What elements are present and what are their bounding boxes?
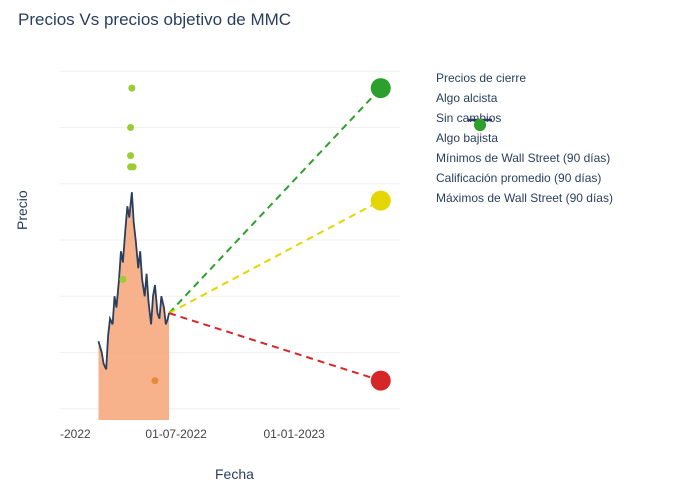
legend-item: Algo alcista <box>408 88 613 108</box>
x-axis-label: Fecha <box>215 466 254 482</box>
chart-container: Precios Vs precios objetivo de MMC Preci… <box>0 0 700 500</box>
rating-dot <box>119 276 126 283</box>
legend-swatch <box>408 111 432 125</box>
forecast-dot-low <box>371 371 391 391</box>
legend-item: Mínimos de Wall Street (90 días) <box>408 148 613 168</box>
legend-swatch <box>408 71 432 85</box>
rating-dot <box>127 152 134 159</box>
legend-swatch <box>408 151 432 165</box>
rating-dot <box>128 85 135 92</box>
legend-label: Algo bajista <box>436 131 498 145</box>
forecast-dot-avg <box>371 191 391 211</box>
legend-swatch <box>408 191 432 205</box>
legend-swatch <box>408 91 432 105</box>
rating-dot <box>127 124 134 131</box>
legend-item: Calificación promedio (90 días) <box>408 168 613 188</box>
legend-label: Mínimos de Wall Street (90 días) <box>436 151 610 165</box>
chart-plot: 14015016017018019020001-01-202201-07-202… <box>60 50 400 450</box>
legend-label: Calificación promedio (90 días) <box>436 171 601 185</box>
chart-title: Precios Vs precios objetivo de MMC <box>18 10 291 30</box>
legend-item: Precios de cierre <box>408 68 613 88</box>
forecast-line-high <box>169 88 381 313</box>
y-axis-label: Precio <box>14 190 30 230</box>
legend-label: Precios de cierre <box>436 71 526 85</box>
legend-swatch <box>408 131 432 145</box>
legend-label: Máximos de Wall Street (90 días) <box>436 191 613 205</box>
legend-swatch <box>408 171 432 185</box>
legend-item: Máximos de Wall Street (90 días) <box>408 188 613 208</box>
rating-dot <box>130 163 137 170</box>
legend: Precios de cierre Algo alcista Sin cambios… <box>408 68 613 208</box>
rating-dot <box>151 377 158 384</box>
legend-label: Algo alcista <box>436 91 497 105</box>
x-tick: 01-01-2022 <box>60 427 91 441</box>
x-tick: 01-07-2022 <box>145 427 207 441</box>
forecast-dot-high <box>371 78 391 98</box>
legend-item: Algo bajista <box>408 128 613 148</box>
x-tick: 01-01-2023 <box>263 427 325 441</box>
legend-item: Sin cambios <box>408 108 613 128</box>
forecast-line-low <box>169 313 381 381</box>
